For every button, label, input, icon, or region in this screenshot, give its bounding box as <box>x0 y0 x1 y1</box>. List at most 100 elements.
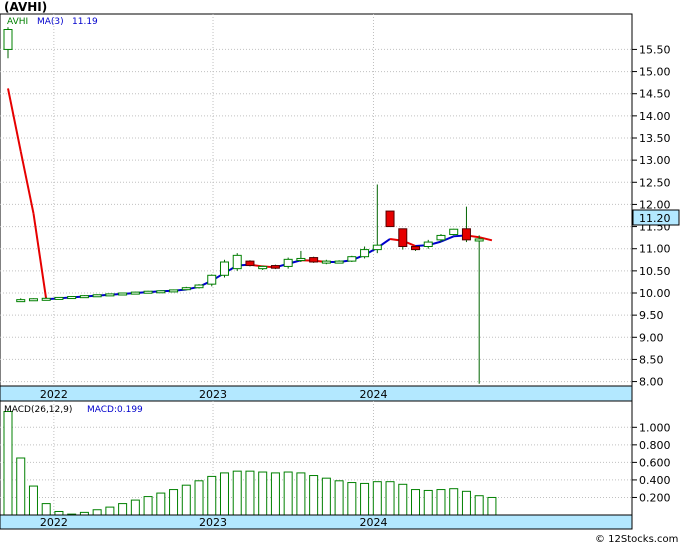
ma-segment <box>478 236 493 242</box>
candle <box>270 264 280 270</box>
macd-bar-series <box>3 411 497 516</box>
candle-body <box>270 265 280 269</box>
candle-body <box>449 228 459 236</box>
macd-bar <box>385 481 395 516</box>
candle-body <box>385 210 395 228</box>
macd-bar <box>436 489 446 516</box>
price-tick-label: 14.00 <box>639 110 671 123</box>
macd-bar <box>207 475 217 516</box>
price-tick-label: 12.50 <box>639 176 671 189</box>
macd-bar <box>321 477 331 516</box>
macd-tick-label: 0.600 <box>639 456 671 469</box>
current-price-label: 11.20 <box>639 212 671 225</box>
price-x-axis: 2022 2023 2024 <box>40 388 388 401</box>
macd-bar <box>347 482 357 516</box>
price-tick-label: 11.00 <box>639 243 671 256</box>
candle <box>41 297 51 301</box>
candle-body <box>334 260 344 264</box>
macd-bar <box>3 411 13 516</box>
candle <box>207 274 217 287</box>
candle <box>194 284 204 289</box>
price-tick-label: 12.00 <box>639 198 671 211</box>
candle <box>372 184 382 254</box>
candle-body <box>436 234 446 241</box>
candle <box>130 291 140 295</box>
candle <box>321 259 331 265</box>
price-tick-label: 13.00 <box>639 154 671 167</box>
candle-body <box>321 260 331 264</box>
candle-body <box>411 246 421 251</box>
legend-ma: MA(3) <box>37 17 64 27</box>
macd-y-axis: 0.200 0.400 0.600 0.800 1.000 <box>632 421 671 504</box>
macd-x-axis-band <box>0 514 633 530</box>
candle-body <box>461 228 471 241</box>
macd-legend: MACD(26,12,9) MACD:0.199 <box>4 405 143 415</box>
macd-x-axis: 2022 2023 2024 <box>40 516 388 529</box>
candle <box>347 255 357 262</box>
macd-bar <box>232 470 242 516</box>
macd-bar <box>16 457 26 516</box>
ma-segment <box>32 213 48 300</box>
candle <box>181 286 191 291</box>
price-panel: 8.008.509.009.5010.0010.5011.0011.5012.0… <box>0 13 680 402</box>
candle-body <box>3 29 13 50</box>
candle <box>449 228 459 236</box>
macd-bar <box>194 480 204 516</box>
macd-bar <box>219 472 229 516</box>
macd-x-tick-label: 2024 <box>359 516 387 529</box>
macd-bar <box>181 484 191 516</box>
candle <box>79 295 89 299</box>
candle <box>385 210 395 228</box>
candle <box>105 293 115 297</box>
candle <box>296 250 306 262</box>
candle <box>245 260 255 267</box>
candle <box>283 257 293 269</box>
candle <box>67 296 77 300</box>
macd-bar <box>372 481 382 516</box>
macd-tick-label: 0.800 <box>639 439 671 452</box>
price-tick-label: 13.50 <box>639 132 671 145</box>
candle-body <box>423 241 433 247</box>
price-plot-area <box>0 13 633 387</box>
candle <box>360 246 370 259</box>
candle <box>54 296 64 300</box>
macd-panel: 0.200 0.400 0.600 0.800 1.000 2022 2023 2024 M… <box>0 400 671 530</box>
macd-bar <box>423 489 433 516</box>
footer-credit: © 12Stocks.com <box>595 534 678 545</box>
price-tick-label: 10.00 <box>639 287 671 300</box>
candle <box>16 298 26 303</box>
macd-bar <box>334 480 344 516</box>
candlestick-series <box>3 27 484 384</box>
candle <box>219 259 229 278</box>
candle-body <box>105 293 115 297</box>
legend-macd-value: MACD:0.199 <box>87 405 143 415</box>
candle-body <box>245 260 255 267</box>
macd-bar <box>283 471 293 516</box>
price-x-tick-label: 2023 <box>199 388 227 401</box>
macd-bar <box>143 496 153 516</box>
macd-bar <box>118 503 128 516</box>
ma-segment <box>440 235 455 243</box>
candle-body <box>194 284 204 289</box>
candle-body <box>347 256 357 262</box>
candle-body <box>169 289 179 293</box>
candle <box>309 256 319 263</box>
candle <box>461 206 471 243</box>
macd-x-tick-label: 2023 <box>199 516 227 529</box>
price-tick-label: 8.00 <box>639 376 664 389</box>
macd-bar <box>92 509 102 516</box>
candle-body <box>219 261 229 276</box>
price-tick-label: 15.00 <box>639 66 671 79</box>
candle-body <box>130 291 140 295</box>
price-tick-label: 8.50 <box>639 353 664 366</box>
price-tick-label: 14.50 <box>639 88 671 101</box>
macd-bar <box>360 482 370 516</box>
macd-bar <box>411 489 421 516</box>
price-x-tick-label: 2022 <box>40 388 68 401</box>
candle-body <box>156 290 166 294</box>
ma-segment <box>19 151 35 214</box>
macd-bar <box>130 499 140 516</box>
candle-body <box>118 292 128 296</box>
candle-body <box>41 297 51 301</box>
